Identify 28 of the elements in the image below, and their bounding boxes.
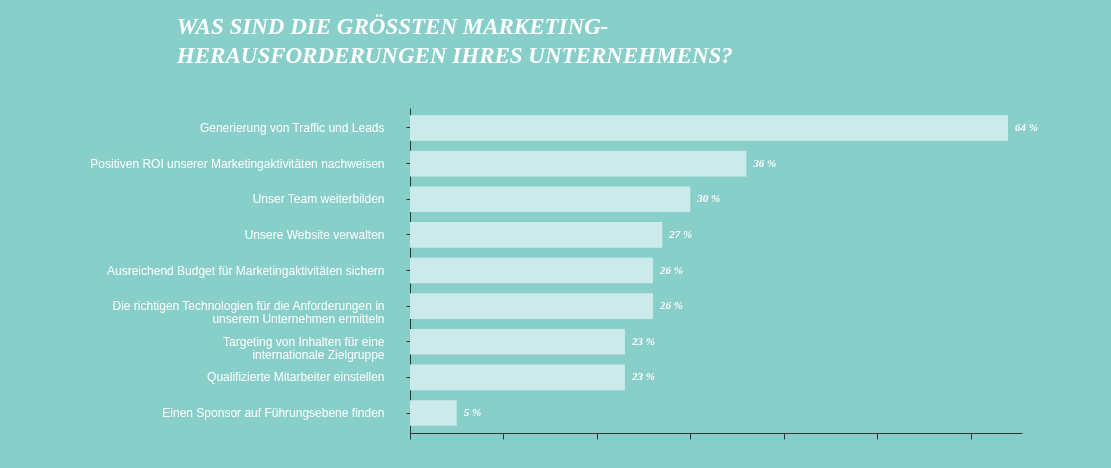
bar — [410, 115, 1008, 141]
y-tick-label: Targeting von Inhalten für eine internationale Zielgruppe — [223, 334, 385, 362]
y-tick-label: Einen Sponsor auf Führungsebene finden — [162, 406, 385, 421]
y-tick-label: Positiven ROI unserer Marketingaktivitäten nachweisen — [90, 156, 385, 171]
data-label: 26 % — [658, 299, 683, 312]
bar — [410, 186, 691, 213]
y-tick-label: Die richtigen Technologien für die Anforderungen in unserem Unternehmen ermitteln — [112, 299, 385, 327]
bar — [410, 222, 663, 248]
y-tick-label: Unsere Website verwalten — [244, 227, 385, 242]
chart-title: WAS SIND DIE GRÖSSTEN MARKETING- HERAUSFORDERUNGEN IHRES UNTERNEHMENS? — [175, 14, 733, 68]
data-label: 27 % — [668, 227, 693, 240]
bar — [410, 364, 625, 391]
bar — [410, 400, 457, 426]
data-label: 23 % — [630, 370, 655, 383]
data-label: 36 % — [752, 156, 777, 169]
data-label: 23 % — [630, 334, 655, 347]
bar — [410, 257, 653, 284]
bar — [410, 293, 653, 319]
bar — [410, 150, 747, 177]
data-label: 5 % — [463, 406, 482, 419]
data-label: 30 % — [696, 192, 721, 205]
data-label: 64 % — [1014, 120, 1038, 133]
bar — [410, 328, 625, 355]
y-tick-label: Generierung von Traffic und Leads — [199, 120, 385, 135]
y-tick-label: Qualifizierte Mitarbeiter einstellen — [207, 370, 385, 385]
y-tick-label: Ausreichend Budget für Marketingaktivitäten sichern — [107, 263, 385, 278]
data-label: 26 % — [658, 263, 683, 276]
y-tick-label: Unser Team weiterbilden — [252, 192, 385, 207]
